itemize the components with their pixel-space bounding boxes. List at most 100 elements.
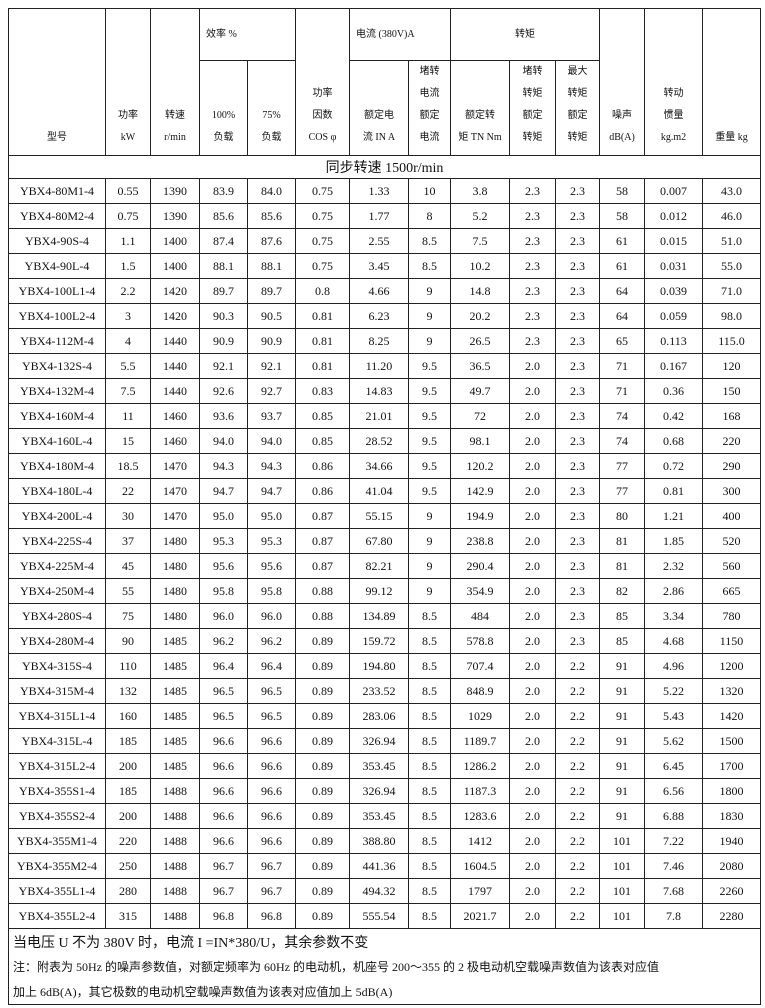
- table-cell: 95.8: [199, 578, 248, 604]
- note-voltage: 当电压 U 不为 380V 时，电流 I =IN*380/U，其余参数不变: [7, 928, 762, 954]
- table-cell: YBX4-355S2-4: [8, 803, 106, 829]
- table-cell: 91: [599, 703, 646, 729]
- table-cell: 91: [599, 678, 646, 704]
- table-cell: 92.6: [199, 378, 248, 404]
- table-cell: 85.6: [247, 203, 296, 229]
- table-cell: 1440: [150, 328, 200, 354]
- table-cell: 1440: [150, 353, 200, 379]
- table-cell: 2.3: [555, 628, 601, 654]
- table-cell: 96.2: [199, 628, 248, 654]
- table-row: YBX4-80M1-4 0.55 1390 83.9 84.0 0.75 1.33 10 3.8…: [8, 178, 762, 204]
- table-cell: 2.2: [555, 878, 601, 904]
- table-cell: 80: [599, 503, 646, 529]
- table-cell: 90.9: [199, 328, 248, 354]
- table-cell: 120.2: [450, 453, 511, 479]
- table-cell: 0.015: [644, 228, 704, 254]
- table-cell: 290.4: [450, 553, 511, 579]
- header-power: 功率 kW: [105, 8, 151, 156]
- table-cell: 7.68: [644, 878, 704, 904]
- table-cell: 1390: [150, 178, 200, 204]
- header-speed: 转速 r/min: [150, 8, 200, 156]
- table-cell: 82.21: [349, 553, 409, 579]
- table-row: YBX4-132S-4 5.5 1440 92.1 92.1 0.81 11.20 9.5 36…: [8, 353, 762, 379]
- table-cell: 96.6: [199, 803, 248, 829]
- table-cell: 95.6: [199, 553, 248, 579]
- table-cell: 94.0: [199, 428, 248, 454]
- header-power-factor: 功率 因数 COS φ: [295, 8, 350, 156]
- header-efficiency: 效率 %: [199, 8, 296, 61]
- table-cell: 0.75: [295, 178, 350, 204]
- table-cell: 2.0: [509, 528, 557, 554]
- table-cell: 7.46: [644, 853, 704, 879]
- table-cell: 665: [702, 578, 762, 604]
- table-cell: 1480: [150, 528, 200, 554]
- table-cell: 1485: [150, 678, 200, 704]
- table-cell: 92.1: [247, 353, 296, 379]
- table-cell: YBX4-225S-4: [8, 528, 106, 554]
- table-cell: 55: [105, 578, 151, 604]
- table-cell: 1797: [450, 878, 511, 904]
- table-cell: 98.0: [702, 303, 762, 329]
- table-cell: 0.83: [295, 378, 350, 404]
- table-cell: 8.25: [349, 328, 409, 354]
- table-cell: 2260: [702, 878, 762, 904]
- table-cell: 7.22: [644, 828, 704, 854]
- table-cell: 75: [105, 603, 151, 629]
- table-cell: YBX4-280M-4: [8, 628, 106, 654]
- table-cell: 0.75: [295, 203, 350, 229]
- table-cell: 2.3: [555, 203, 601, 229]
- table-cell: 96.7: [199, 853, 248, 879]
- table-cell: 3.45: [349, 253, 409, 279]
- table-cell: 2.2: [555, 803, 601, 829]
- table-cell: 2.3: [555, 378, 601, 404]
- table-cell: 95.0: [199, 503, 248, 529]
- table-cell: YBX4-160M-4: [8, 403, 106, 429]
- table-cell: 1420: [150, 303, 200, 329]
- table-cell: 64: [599, 303, 646, 329]
- table-cell: 2.2: [555, 828, 601, 854]
- table-cell: 71.0: [702, 278, 762, 304]
- table-cell: 85: [599, 603, 646, 629]
- table-cell: 55.15: [349, 503, 409, 529]
- table-cell: 0.86: [295, 478, 350, 504]
- table-cell: 11: [105, 403, 151, 429]
- table-cell: 14.83: [349, 378, 409, 404]
- table-cell: 1.1: [105, 228, 151, 254]
- table-cell: 91: [599, 728, 646, 754]
- table-cell: YBX4-112M-4: [8, 328, 106, 354]
- table-cell: 94.0: [247, 428, 296, 454]
- table-cell: 2080: [702, 853, 762, 879]
- table-cell: 96.4: [247, 653, 296, 679]
- table-cell: 0.89: [295, 753, 350, 779]
- table-cell: 96.6: [199, 753, 248, 779]
- table-cell: 1700: [702, 753, 762, 779]
- table-cell: 9: [407, 553, 452, 579]
- table-row: YBX4-355S1-4 185 1488 96.6 96.6 0.89 326.94 8.5…: [8, 778, 762, 804]
- table-cell: 98.1: [450, 428, 511, 454]
- header-rated-current: 额定电流 IN A: [349, 60, 409, 156]
- table-cell: 2.3: [509, 203, 557, 229]
- header-row-2: 100% 负载 75% 负载 额定电流 IN A 堵转 电流 额定 电流 额定转矩 TN …: [9, 60, 761, 156]
- table-cell: 7.5: [450, 228, 511, 254]
- table-cell: 2.3: [555, 453, 601, 479]
- table-cell: 115.0: [702, 328, 762, 354]
- table-cell: 484: [450, 603, 511, 629]
- table-cell: 1283.6: [450, 803, 511, 829]
- table-cell: 96.6: [199, 828, 248, 854]
- table-cell: 4.66: [349, 278, 409, 304]
- table-cell: 0.85: [295, 428, 350, 454]
- table-cell: 1.77: [349, 203, 409, 229]
- table-cell: 5.5: [105, 353, 151, 379]
- table-cell: 290: [702, 453, 762, 479]
- table-cell: 5.22: [644, 678, 704, 704]
- table-cell: 9: [407, 503, 452, 529]
- table-cell: 91: [599, 778, 646, 804]
- table-cell: 0.007: [644, 178, 704, 204]
- table-cell: 96.2: [247, 628, 296, 654]
- table-cell: 6.45: [644, 753, 704, 779]
- table-cell: 1320: [702, 678, 762, 704]
- table-row: YBX4-112M-4 4 1440 90.9 90.9 0.81 8.25 9 26.5 2.3…: [8, 328, 762, 354]
- table-cell: 45: [105, 553, 151, 579]
- table-cell: 89.7: [247, 278, 296, 304]
- table-cell: 2.3: [555, 253, 601, 279]
